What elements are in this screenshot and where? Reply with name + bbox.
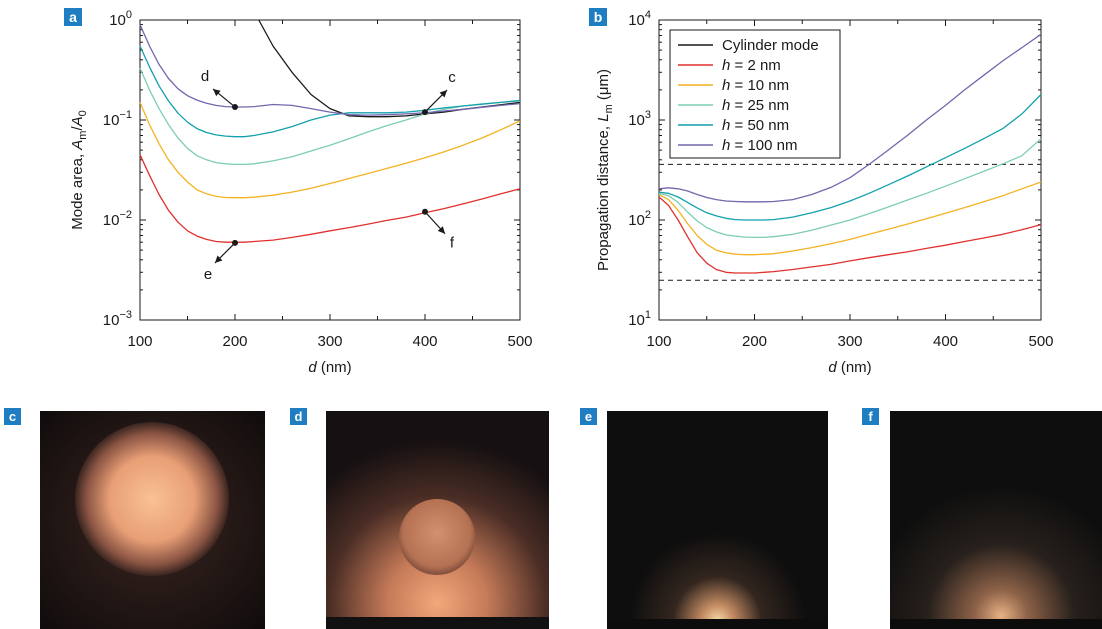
substrate-e <box>607 619 828 629</box>
legend-label-h2: h = 2 nm <box>722 57 781 74</box>
ticks-a: 100 200 300 400 500 10−3 10−2 10−1 100 <box>103 9 533 350</box>
panel-a: a 100 200 300 400 500 10−3 10−2 10−1 100 c d e f d … <box>64 8 533 376</box>
annotations-a: c d e f <box>201 68 456 283</box>
series-line-h50 <box>658 94 1042 221</box>
series-line-h2 <box>139 154 521 243</box>
panel-f: f <box>862 408 1102 629</box>
reference-lines-b <box>659 163 1041 281</box>
annotation-label-f: f <box>450 235 455 252</box>
y-tick-label: 103 <box>628 109 651 129</box>
panel-label-d-bg <box>290 408 307 425</box>
x-tick-label: 400 <box>933 333 958 350</box>
annotation-arrowhead-d <box>213 88 221 97</box>
substrate-d <box>326 617 549 629</box>
series-line-h2 <box>658 196 1042 274</box>
series-b <box>658 33 1042 274</box>
series-line-h50 <box>139 45 521 138</box>
x-tick-label: 100 <box>127 333 152 350</box>
y-tick-label: 10−3 <box>103 309 132 329</box>
panel-label-b: b <box>594 9 603 25</box>
y-axis-label-a: Mode area, Am/A0 <box>69 110 89 230</box>
panel-label-a: a <box>69 9 77 25</box>
panel-label-c: c <box>9 409 16 424</box>
y-tick-label: 10−1 <box>103 109 132 129</box>
x-tick-label: 500 <box>507 333 532 350</box>
series-line-h25 <box>139 67 521 166</box>
panel-c: c <box>4 408 265 629</box>
legend-label-h25: h = 25 nm <box>722 97 789 114</box>
panel-label-e-bg <box>580 408 597 425</box>
y-tick-label: 104 <box>628 9 651 29</box>
x-axis-label-a: d (nm) <box>308 359 351 376</box>
panel-label-e: e <box>585 409 592 424</box>
x-tick-label: 200 <box>742 333 767 350</box>
legend-label-h100: h = 100 nm <box>722 137 797 154</box>
x-tick-label: 300 <box>837 333 862 350</box>
legend-label-h50: h = 50 nm <box>722 117 789 134</box>
mode-profile-c <box>75 422 229 576</box>
series-line-h10 <box>658 181 1042 256</box>
mode-image-f <box>890 411 1102 629</box>
series-line-h10 <box>139 102 521 199</box>
annotation-arrowhead-c <box>439 90 447 98</box>
series-a <box>139 19 521 243</box>
x-tick-label: 500 <box>1028 333 1053 350</box>
annotation-label-e: e <box>204 266 212 283</box>
series-line-h100 <box>658 33 1042 203</box>
panel-label-c-bg <box>4 408 21 425</box>
substrate-f <box>890 619 1102 629</box>
panel-label-f: f <box>868 409 873 424</box>
panel-label-a-bg <box>64 8 82 26</box>
annotation-arrowhead-f <box>437 226 445 234</box>
series-line-h100 <box>139 24 521 116</box>
x-tick-label: 200 <box>222 333 247 350</box>
annotation-label-d: d <box>201 68 209 85</box>
y-tick-label: 102 <box>628 209 651 229</box>
x-tick-label: 400 <box>412 333 437 350</box>
panel-e: e <box>580 408 828 629</box>
axes-frame-a <box>139 19 521 321</box>
series-line-cylinder <box>258 19 521 118</box>
mode-profile-d <box>399 499 475 575</box>
y-axis-label-b: Propagation distance, Lm (μm) <box>595 69 615 271</box>
legend-box <box>669 29 841 159</box>
panel-label-d: d <box>295 409 303 424</box>
legend-b: Cylinder mode h = 2 nm h = 10 nm h = 25 nm h… <box>669 29 841 159</box>
annotation-arrowhead-e <box>215 255 223 263</box>
ticks-b: 100 200 300 400 500 101 102 103 104 <box>628 9 1053 350</box>
legend-label-cylinder: Cylinder mode <box>722 37 819 54</box>
panel-b: b 100 200 300 400 500 101 102 103 104 Cylinder m… <box>589 8 1054 376</box>
panel-label-b-bg <box>589 8 607 26</box>
mode-image-e <box>607 411 828 629</box>
legend-label-h10: h = 10 nm <box>722 77 789 94</box>
x-tick-label: 300 <box>317 333 342 350</box>
y-tick-label: 10−2 <box>103 209 132 229</box>
y-tick-label: 100 <box>109 9 132 29</box>
panel-label-f-bg <box>862 408 879 425</box>
x-tick-label: 100 <box>646 333 671 350</box>
panel-d: d <box>290 408 549 629</box>
y-tick-label: 101 <box>628 309 651 329</box>
annotation-label-c: c <box>448 69 456 86</box>
series-line-h25 <box>658 138 1042 239</box>
x-axis-label-b: d (nm) <box>828 359 871 376</box>
